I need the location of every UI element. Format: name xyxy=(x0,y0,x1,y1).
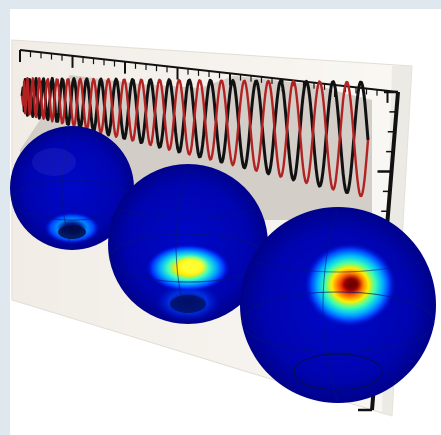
sphere-large-equator xyxy=(241,291,435,353)
sphere-small xyxy=(10,125,134,251)
sphere-medium xyxy=(108,163,268,325)
series-red-line xyxy=(20,77,370,198)
sphere-large xyxy=(240,206,436,404)
